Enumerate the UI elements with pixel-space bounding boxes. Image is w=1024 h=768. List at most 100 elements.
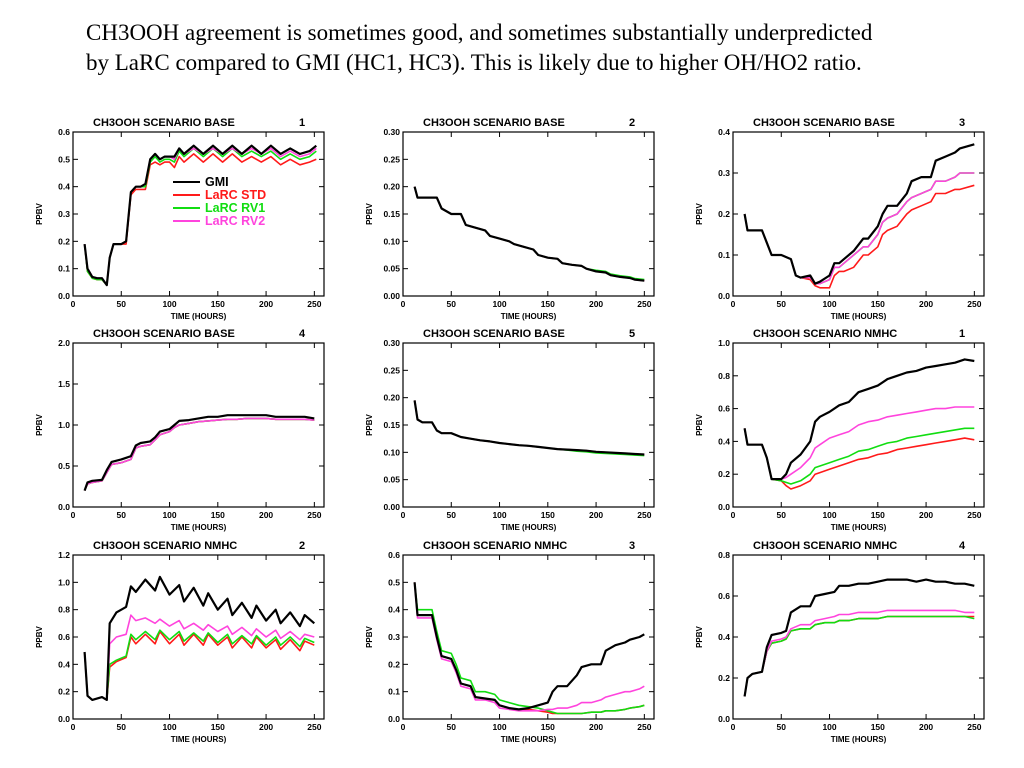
series-line-gmi bbox=[83, 414, 315, 491]
x-tick-label: 200 bbox=[259, 722, 273, 732]
x-axis-label: TIME (HOURS) bbox=[171, 735, 227, 744]
y-tick-label: 0.2 bbox=[718, 469, 730, 479]
x-tick-label: 150 bbox=[541, 510, 555, 520]
x-tick-label: 50 bbox=[117, 722, 127, 732]
series-line-larc-std bbox=[413, 186, 645, 282]
y-axis-label: PPBV bbox=[695, 413, 704, 435]
y-tick-label: 0.2 bbox=[718, 673, 730, 683]
series-line-larc-rv2 bbox=[743, 172, 975, 285]
x-tick-label: 50 bbox=[777, 299, 787, 309]
header-line-2: by LaRC compared to GMI (HC1, HC3). This… bbox=[86, 50, 862, 75]
y-tick-label: 0.5 bbox=[388, 577, 400, 587]
x-tick-label: 0 bbox=[71, 722, 76, 732]
y-tick-label: 1.0 bbox=[718, 338, 730, 348]
series-line-larc-rv1 bbox=[743, 172, 975, 285]
legend-label: LaRC RV1 bbox=[205, 201, 265, 215]
x-tick-label: 0 bbox=[71, 510, 76, 520]
x-tick-label: 0 bbox=[401, 510, 406, 520]
series-line-gmi bbox=[83, 144, 317, 287]
chart-title-number: 3 bbox=[629, 540, 635, 552]
x-tick-label: 0 bbox=[401, 299, 406, 309]
x-tick-label: 100 bbox=[822, 299, 836, 309]
y-tick-label: 0.0 bbox=[718, 291, 730, 301]
y-tick-label: 0.4 bbox=[58, 659, 70, 669]
chart-title-number: 5 bbox=[629, 328, 635, 340]
legend-label: GMI bbox=[205, 175, 229, 189]
x-axis-label: TIME (HOURS) bbox=[831, 735, 887, 744]
x-tick-label: 250 bbox=[637, 722, 651, 732]
x-tick-label: 250 bbox=[637, 299, 651, 309]
y-tick-label: 0.5 bbox=[58, 461, 70, 471]
y-tick-label: 0.3 bbox=[58, 209, 70, 219]
y-tick-label: 0.4 bbox=[58, 182, 70, 192]
y-tick-label: 0.05 bbox=[383, 264, 400, 274]
x-tick-label: 200 bbox=[589, 510, 603, 520]
y-tick-label: 0.4 bbox=[718, 436, 730, 446]
chart-panel-nmhc-2: CH3OOH SCENARIO NMHC 2 0 50 100 150 200 250 0.0 0… bbox=[28, 535, 338, 758]
series-line-larc-std bbox=[743, 615, 975, 697]
series-line-gmi bbox=[743, 143, 975, 285]
chart-svg: CH3OOH SCENARIO BASE 3 0 50 100 150 200 250 0.0 0… bbox=[695, 117, 985, 321]
chart-svg: CH3OOH SCENARIO BASE 1 0 50 100 150 200 250 0.0 0… bbox=[35, 117, 325, 321]
y-tick-label: 0.2 bbox=[58, 687, 70, 697]
x-tick-label: 50 bbox=[777, 722, 787, 732]
series-line-larc-rv2 bbox=[413, 186, 645, 282]
plot-frame bbox=[402, 342, 655, 508]
x-tick-label: 150 bbox=[871, 510, 885, 520]
chart-panel-base-2: CH3OOH SCENARIO BASE 2 0 50 100 150 200 250 0.00… bbox=[358, 112, 668, 335]
y-tick-label: 0.2 bbox=[718, 209, 730, 219]
chart-panel-nmhc-4: CH3OOH SCENARIO NMHC 4 0 50 100 150 200 250 0.0 0… bbox=[688, 535, 998, 758]
y-tick-label: 0.3 bbox=[718, 168, 730, 178]
x-tick-label: 150 bbox=[541, 299, 555, 309]
x-tick-label: 150 bbox=[871, 722, 885, 732]
chart-title-number: 2 bbox=[299, 540, 305, 552]
x-tick-label: 50 bbox=[117, 299, 127, 309]
x-tick-label: 250 bbox=[307, 299, 321, 309]
y-tick-label: 0.6 bbox=[718, 591, 730, 601]
y-axis-label: PPBV bbox=[365, 202, 374, 224]
x-tick-label: 0 bbox=[731, 510, 736, 520]
chart-title-number: 3 bbox=[959, 117, 965, 129]
series-line-larc-rv1 bbox=[83, 629, 315, 701]
y-axis-label: PPBV bbox=[695, 625, 704, 647]
y-tick-label: 0.30 bbox=[383, 127, 400, 137]
x-tick-label: 250 bbox=[967, 510, 981, 520]
plot-frame bbox=[732, 342, 985, 508]
series-line-larc-rv1 bbox=[413, 400, 645, 457]
y-tick-label: 0.05 bbox=[383, 475, 400, 485]
x-axis-label: TIME (HOURS) bbox=[831, 312, 887, 321]
chart-title: CH3OOH SCENARIO NMHC bbox=[753, 328, 897, 340]
x-axis-label: TIME (HOURS) bbox=[501, 312, 557, 321]
chart-panel-base-3: CH3OOH SCENARIO BASE 3 0 50 100 150 200 250 0.0 0… bbox=[688, 112, 998, 335]
chart-title: CH3OOH SCENARIO BASE bbox=[423, 117, 565, 129]
y-tick-label: 0.10 bbox=[383, 236, 400, 246]
chart-svg: CH3OOH SCENARIO BASE 2 0 50 100 150 200 250 0.00… bbox=[365, 117, 655, 321]
x-axis-label: TIME (HOURS) bbox=[171, 312, 227, 321]
y-tick-label: 0.0 bbox=[718, 502, 730, 512]
chart-title: CH3OOH SCENARIO BASE bbox=[423, 328, 565, 340]
chart-panel-nmhc-1: CH3OOH SCENARIO NMHC 1 0 50 100 150 200 250 0.0 0… bbox=[688, 323, 998, 546]
x-tick-label: 200 bbox=[589, 722, 603, 732]
x-tick-label: 100 bbox=[492, 722, 506, 732]
chart-svg: CH3OOH SCENARIO NMHC 1 0 50 100 150 200 250 0.0 0… bbox=[695, 328, 985, 532]
y-axis-label: PPBV bbox=[365, 625, 374, 647]
x-axis-label: TIME (HOURS) bbox=[501, 735, 557, 744]
series-line-larc-rv2 bbox=[83, 417, 315, 491]
x-tick-label: 200 bbox=[589, 299, 603, 309]
y-tick-label: 0.4 bbox=[718, 127, 730, 137]
y-tick-label: 0.0 bbox=[58, 714, 70, 724]
series-line-larc-rv2 bbox=[413, 582, 645, 712]
x-tick-label: 50 bbox=[447, 722, 457, 732]
chart-title-number: 2 bbox=[629, 117, 635, 129]
series-line-gmi bbox=[743, 358, 975, 481]
x-tick-label: 100 bbox=[162, 510, 176, 520]
x-tick-label: 50 bbox=[117, 510, 127, 520]
series-line-larc-rv2 bbox=[743, 609, 975, 697]
chart-svg: CH3OOH SCENARIO NMHC 4 0 50 100 150 200 250 0.0 0… bbox=[695, 540, 985, 744]
y-tick-label: 0.6 bbox=[58, 127, 70, 137]
y-tick-label: 0.2 bbox=[388, 659, 400, 669]
y-tick-label: 0.6 bbox=[58, 632, 70, 642]
series-line-larc-rv1 bbox=[413, 582, 645, 715]
chart-title-number: 1 bbox=[299, 117, 305, 129]
chart-title-number: 4 bbox=[299, 328, 306, 340]
